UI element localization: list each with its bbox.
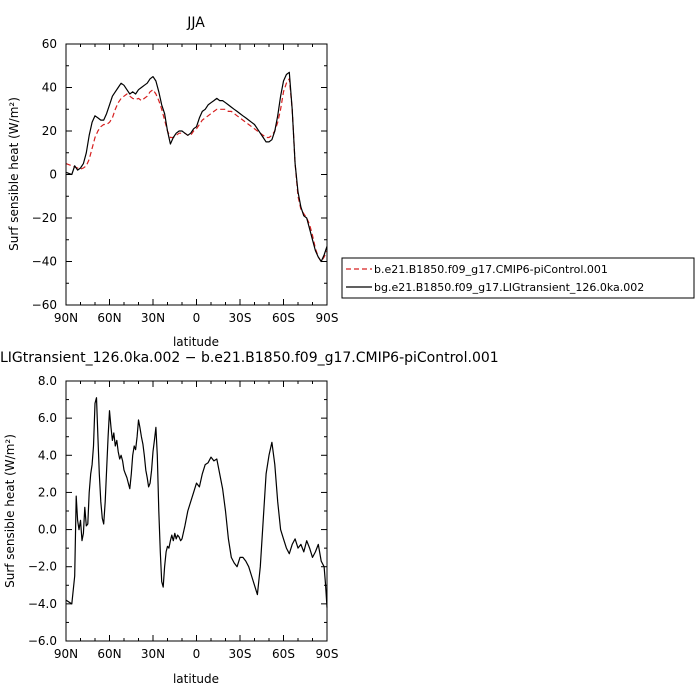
legend-box [341,257,695,299]
top-series-line-0 [65,78,328,263]
top-y-tick-label: 40 [42,81,57,95]
top-x-tick-label: 90S [316,311,339,325]
bottom-x-ticks: 90N 60N 30N 0 30S 60S 90S [54,381,339,661]
top-y-tick-label: 60 [42,37,57,51]
bottom-y-tick-label: 0.0 [38,523,57,537]
top-x-tick-label: 60S [272,311,295,325]
top-x-ticks: 90N 60N 30N 0 30S 60S 90S [54,44,339,325]
bottom-x-tick-label: 60S [272,647,295,661]
bottom-y-axis-title: Surf sensible heat (W/m²) [3,434,17,588]
bottom-x-tick-label: 30N [141,647,165,661]
top-x-axis-title: latitude [173,335,219,349]
chart-top: JJA 90N 60N 30N 0 30S 60S 90S −60 −40 −20 0 20 40 60… [7,15,695,349]
bottom-y-tick-label: −6.0 [28,634,57,648]
top-y-tick-label: −40 [32,255,57,269]
bottom-y-ticks: −6.0 −4.0 −2.0 0.0 2.0 4.0 6.0 8.0 [28,374,327,648]
legend: b.e21.B1850.f09_g17.CMIP6-piControl.001 … [341,257,695,299]
bottom-chart-title: LIGtransient_126.0ka.002 − b.e21.B1850.f… [0,350,499,366]
top-chart-title: JJA [186,15,205,31]
top-y-tick-label: −20 [32,211,57,225]
top-y-axis-title: Surf sensible heat (W/m²) [7,97,21,251]
top-y-tick-label: −60 [32,298,57,312]
top-x-tick-label: 30S [229,311,252,325]
bottom-y-tick-label: 8.0 [38,374,57,388]
bottom-x-tick-label: 30S [229,647,252,661]
bottom-y-tick-label: −2.0 [28,560,57,574]
bottom-y-tick-label: −4.0 [28,597,57,611]
bottom-y-tick-label: 6.0 [38,411,57,425]
top-series-group [65,71,328,263]
top-x-tick-label: 60N [97,311,121,325]
legend-label-picontrol: b.e21.B1850.f09_g17.CMIP6-piControl.001 [374,263,608,276]
bottom-x-tick-label: 90N [54,647,78,661]
bottom-y-tick-label: 2.0 [38,485,57,499]
top-x-tick-label: 0 [193,311,201,325]
legend-label-ligtransient: bg.e21.B1850.f09_g17.LIGtransient_126.0k… [374,281,644,294]
bottom-x-tick-label: 0 [193,647,201,661]
bottom-x-tick-label: 90S [316,647,339,661]
chart-bottom: LIGtransient_126.0ka.002 − b.e21.B1850.f… [0,350,499,686]
top-y-tick-label: 20 [42,124,57,138]
top-x-tick-label: 90N [54,311,78,325]
top-y-ticks: −60 −40 −20 0 20 40 60 [32,37,327,312]
top-x-tick-label: 30N [141,311,165,325]
top-series-line-1 [65,71,328,263]
bottom-x-axis-title: latitude [173,672,219,686]
bottom-x-tick-label: 60N [97,647,121,661]
bottom-series-line-0 [65,397,328,608]
bottom-series-group [65,397,328,608]
top-plot-frame [65,43,328,306]
bottom-y-tick-label: 4.0 [38,448,57,462]
top-y-tick-label: 0 [49,168,57,182]
